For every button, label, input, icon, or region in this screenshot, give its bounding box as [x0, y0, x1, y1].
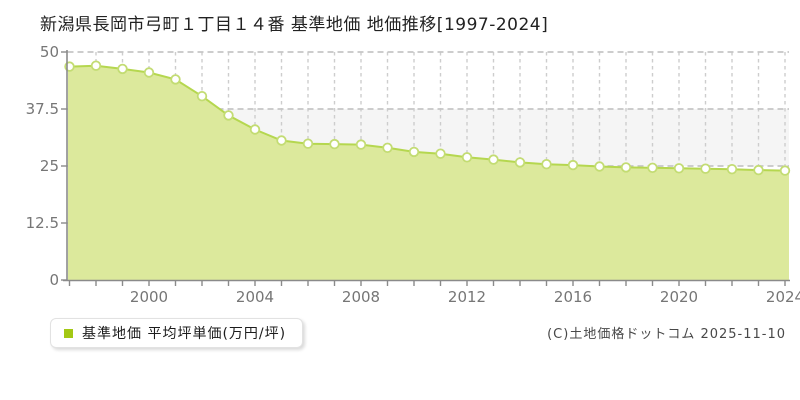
- data-point-2008: [355, 139, 367, 150]
- area-fill: [68, 65, 789, 280]
- price-trend-chart: 0 12.5 25 37.5 50 2000 2004 2008 2012 2016 2020 202…: [26, 43, 800, 306]
- data-point-2011: [435, 148, 446, 159]
- data-point-2004: [249, 124, 261, 135]
- x-axis-label: 2024: [766, 288, 800, 306]
- data-point-2007: [329, 138, 340, 150]
- data-point-2000: [143, 67, 155, 78]
- data-point-2003: [223, 110, 234, 121]
- copyright-note: (C)土地価格ドットコム 2025-11-10: [547, 327, 786, 342]
- data-point-2019: [647, 162, 658, 174]
- y-axis-label: 50: [40, 43, 59, 61]
- x-axis-label: 2004: [236, 288, 274, 306]
- legend: 基準地価 平均坪単価(万円/坪): [50, 318, 304, 348]
- y-axis-label: 12.5: [26, 214, 59, 232]
- data-point-2024: [779, 165, 791, 176]
- data-point-2012: [461, 152, 473, 163]
- y-axis-label: 0: [49, 271, 59, 289]
- data-point-2005: [276, 135, 287, 146]
- chart-title: 新潟県長岡市弓町１丁目１４番 基準地価 地価推移[1997-2024]: [40, 15, 549, 35]
- data-point-2010: [408, 146, 420, 158]
- data-point-1999: [117, 63, 128, 75]
- data-point-2020: [673, 163, 685, 174]
- x-axis-label: 2016: [554, 288, 592, 306]
- data-point-2013: [488, 154, 499, 165]
- y-axis-label: 25: [40, 157, 59, 175]
- data-point-2018: [620, 162, 632, 173]
- x-axis-label: 2012: [448, 288, 486, 306]
- data-point-1998: [90, 60, 102, 71]
- data-point-2015: [541, 158, 552, 170]
- data-point-2016: [567, 159, 579, 171]
- data-point-2014: [514, 157, 526, 168]
- legend-label: 基準地価 平均坪単価(万円/坪): [82, 326, 287, 342]
- data-point-2002: [196, 90, 208, 102]
- x-axis-label: 2000: [130, 288, 168, 306]
- x-axis-label: 2008: [342, 288, 380, 306]
- legend-series-marker-icon: [64, 328, 73, 338]
- data-point-2017: [594, 161, 605, 172]
- data-point-2023: [753, 164, 764, 176]
- data-point-2022: [726, 163, 738, 175]
- data-point-2006: [302, 138, 314, 149]
- data-point-2021: [700, 163, 711, 174]
- x-axis-label: 2020: [660, 288, 698, 306]
- y-axis-label: 37.5: [26, 100, 59, 118]
- data-point-2001: [170, 74, 181, 85]
- data-point-2009: [382, 142, 393, 154]
